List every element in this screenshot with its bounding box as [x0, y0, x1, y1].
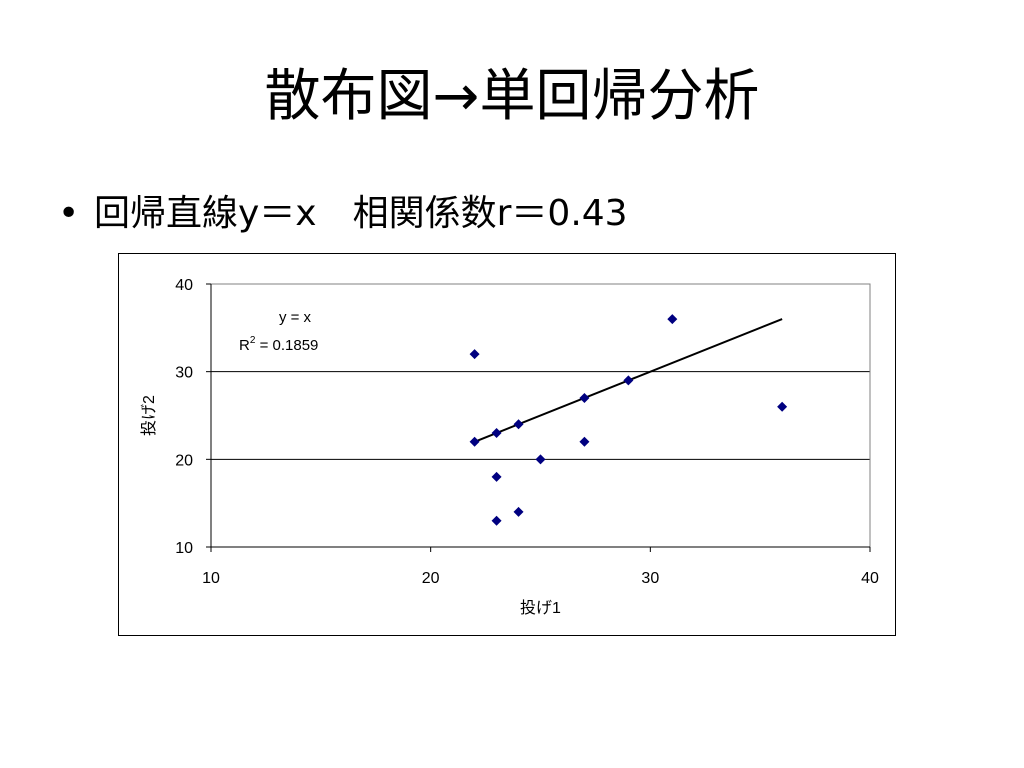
data-point	[491, 471, 502, 482]
x-axis-title: 投げ1	[520, 599, 561, 617]
axis-layer: 10 20 30 40 10 20 30 40	[175, 277, 879, 587]
x-tick-label: 20	[422, 570, 440, 587]
data-point	[579, 392, 590, 403]
regression-equation-label: y = x	[279, 309, 312, 326]
data-point	[469, 349, 480, 360]
chart-frame: 10 20 30 40 10 20 30 40 y = x R2 = 0.1859 投げ1 投げ…	[118, 253, 896, 636]
bullet-item: • 回帰直線y＝x 相関係数r＝0.43	[58, 190, 628, 238]
slide-title: 散布図→単回帰分析	[264, 64, 760, 129]
data-point	[777, 401, 788, 412]
y-tick-label: 30	[175, 365, 193, 382]
y-tick-label: 40	[175, 277, 193, 294]
data-point	[579, 436, 590, 447]
scatter-chart: 10 20 30 40 10 20 30 40 y = x R2 = 0.1859 投げ1 投げ…	[140, 277, 879, 617]
x-tick-label: 10	[202, 570, 220, 587]
data-point	[623, 375, 634, 386]
x-tick-label: 40	[861, 570, 879, 587]
point-layer	[469, 314, 788, 526]
annotation-layer: y = x R2 = 0.1859	[239, 309, 318, 354]
y-tick-label: 20	[175, 452, 193, 469]
bullet-text: 回帰直線y＝x 相関係数r＝0.43	[94, 193, 628, 234]
data-point	[535, 454, 546, 465]
y-tick-label: 10	[175, 540, 193, 557]
data-point	[667, 314, 678, 325]
data-point	[513, 419, 524, 430]
bullet-marker: •	[58, 193, 80, 234]
data-point	[513, 506, 524, 517]
x-tick-label: 30	[641, 570, 659, 587]
data-point	[491, 428, 502, 439]
data-point	[491, 515, 502, 526]
data-point	[469, 436, 480, 447]
y-axis-title: 投げ2	[140, 395, 158, 436]
r-squared-label: R2 = 0.1859	[239, 335, 318, 354]
